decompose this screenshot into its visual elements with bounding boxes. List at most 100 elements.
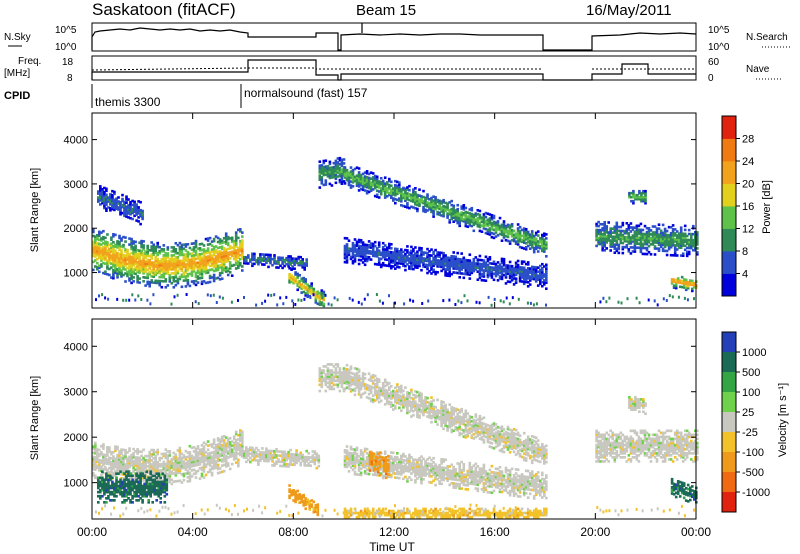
data-cell — [230, 448, 234, 452]
data-cell — [119, 484, 122, 488]
data-cell — [603, 235, 607, 238]
data-cell — [379, 253, 383, 257]
data-cell — [222, 237, 226, 240]
data-cell — [111, 193, 114, 197]
data-cell — [526, 263, 530, 266]
data-cell — [194, 476, 198, 479]
data-cell — [168, 450, 172, 453]
data-cell — [218, 240, 222, 243]
data-cell — [192, 254, 196, 257]
data-cell — [138, 271, 141, 274]
data-cell — [140, 253, 143, 257]
data-cell — [361, 249, 365, 252]
data-cell — [158, 465, 162, 468]
data-cell — [381, 249, 385, 253]
data-cell — [121, 211, 124, 215]
data-cell — [398, 258, 401, 261]
data-cell — [196, 267, 200, 270]
data-cell — [541, 276, 544, 280]
data-cell — [172, 451, 176, 455]
data-cell — [105, 488, 108, 492]
data-cell — [532, 273, 536, 277]
data-cell — [502, 234, 506, 237]
data-cell — [381, 241, 385, 245]
data-cell — [158, 269, 162, 273]
data-cell — [543, 232, 546, 235]
data-cell — [135, 499, 138, 502]
data-cell — [166, 264, 170, 267]
data-cell — [363, 249, 367, 253]
data-cell — [170, 276, 174, 279]
data-cell — [108, 466, 111, 470]
data-cell — [347, 171, 351, 175]
data-cell — [180, 251, 184, 255]
data-cell — [212, 269, 216, 273]
data-cell — [539, 237, 542, 240]
data-cell — [454, 209, 458, 212]
data-cell — [111, 480, 114, 484]
data-cell — [516, 263, 520, 267]
data-cell — [130, 271, 133, 275]
data-cell — [367, 244, 371, 247]
data-cell — [488, 227, 492, 230]
data-cell — [104, 236, 107, 240]
data-cell — [340, 164, 344, 168]
data-cell — [400, 248, 403, 251]
data-cell — [629, 238, 633, 241]
data-cell — [241, 243, 244, 246]
data-cell — [536, 274, 540, 277]
data-cell — [124, 256, 127, 259]
data-cell — [613, 239, 617, 242]
data-cell — [640, 197, 643, 201]
data-cell — [510, 239, 514, 242]
data-cell — [202, 476, 206, 479]
data-cell — [138, 456, 141, 460]
data-cell — [214, 261, 218, 264]
data-cell — [104, 242, 107, 246]
data-cell — [150, 281, 154, 284]
data-cell — [162, 260, 166, 263]
data-cell — [134, 240, 137, 244]
data-cell — [162, 272, 166, 275]
data-cell — [530, 232, 534, 235]
data-cell — [679, 228, 683, 231]
data-cell — [442, 198, 445, 202]
data-cell — [355, 248, 359, 251]
data-cell — [373, 244, 377, 248]
data-cell — [105, 187, 108, 191]
data-cell — [224, 436, 228, 439]
data-cell — [514, 271, 518, 274]
data-cell — [543, 248, 546, 251]
data-cell — [133, 490, 136, 494]
freq-bottom-tick: 8 — [67, 73, 73, 84]
data-cell — [182, 257, 186, 260]
data-cell — [373, 178, 377, 182]
data-cell — [168, 264, 172, 267]
data-cell — [466, 217, 470, 220]
data-cell — [135, 211, 138, 214]
scatter-cell — [505, 296, 508, 300]
data-cell — [357, 240, 361, 244]
data-cell — [190, 258, 194, 261]
data-cell — [631, 234, 635, 237]
data-cell — [150, 269, 154, 272]
data-cell — [224, 268, 228, 271]
data-cell — [641, 232, 645, 236]
data-cell — [109, 484, 112, 488]
data-cell — [446, 262, 449, 265]
data-cell — [416, 193, 419, 197]
data-cell — [102, 271, 105, 275]
data-cell — [635, 246, 639, 249]
data-cell — [492, 232, 496, 236]
data-cell — [116, 455, 119, 459]
data-cell — [379, 251, 383, 255]
data-cell — [458, 222, 462, 226]
data-cell — [133, 208, 136, 212]
data-cell — [595, 244, 598, 248]
data-cell — [440, 269, 443, 273]
data-cell — [176, 261, 180, 265]
data-cell — [369, 171, 373, 174]
data-cell — [514, 269, 518, 272]
data-cell — [635, 232, 639, 235]
data-cell — [661, 235, 665, 239]
